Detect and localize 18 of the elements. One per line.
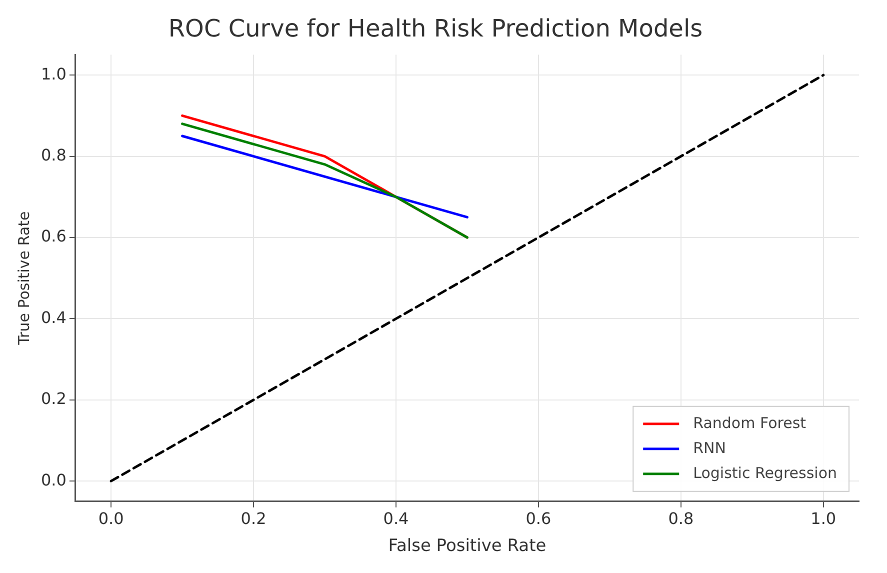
legend-label: RNN bbox=[693, 438, 726, 457]
y-tick-label: 1.0 bbox=[40, 64, 66, 84]
x-axis-title: False Positive Rate bbox=[388, 536, 546, 556]
x-tick-label: 0.6 bbox=[526, 509, 552, 528]
y-tick-label: 0.2 bbox=[40, 389, 66, 408]
x-tick-label: 0.0 bbox=[98, 509, 124, 528]
y-tick-label: 0.8 bbox=[40, 145, 66, 164]
legend-label: Logistic Regression bbox=[693, 464, 838, 482]
y-tick-label: 0.0 bbox=[40, 470, 66, 490]
y-tick-label: 0.4 bbox=[40, 308, 66, 327]
x-tick-label: 0.4 bbox=[383, 509, 409, 528]
x-tick-label: 0.8 bbox=[668, 509, 694, 528]
chart-title: ROC Curve for Health Risk Prediction Models bbox=[168, 14, 703, 43]
x-tick-label: 0.2 bbox=[240, 509, 266, 528]
x-tick-label: 1.0 bbox=[810, 509, 836, 528]
y-axis-title: True Positive Rate bbox=[14, 211, 33, 346]
legend-label: Random Forest bbox=[693, 414, 806, 432]
y-tick-label: 0.6 bbox=[40, 226, 66, 246]
